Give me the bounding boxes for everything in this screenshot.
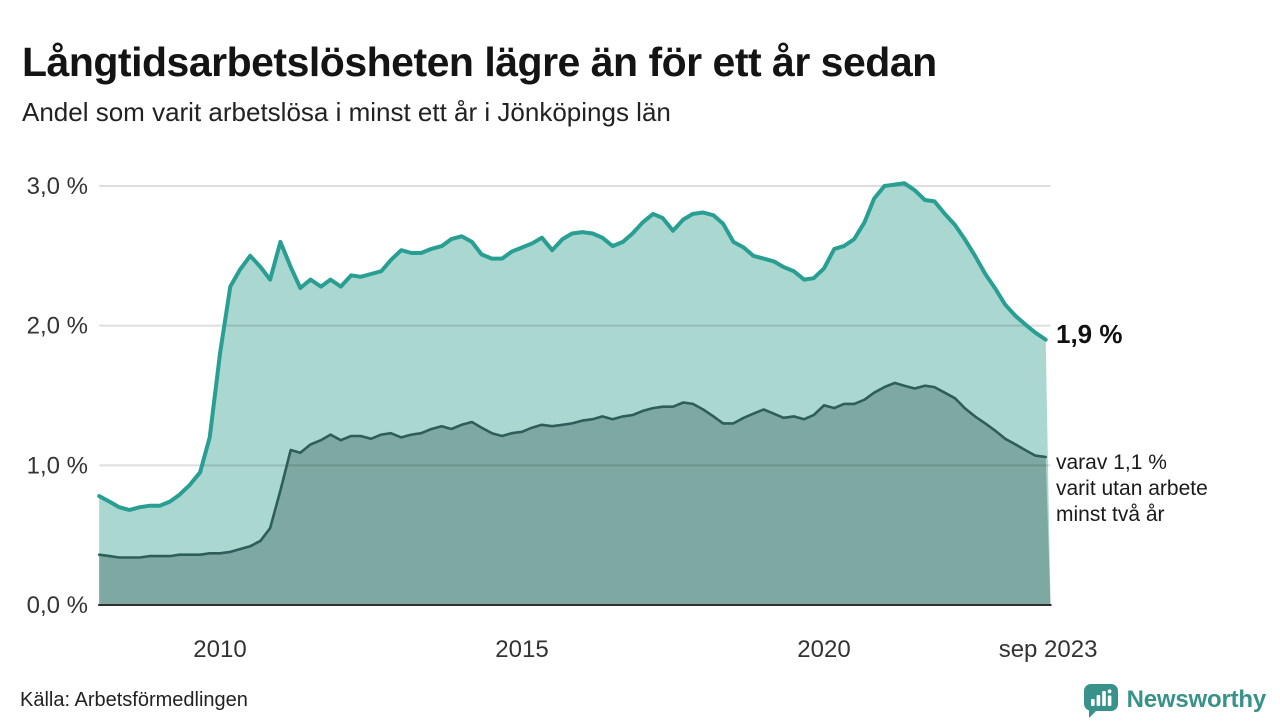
series1-end-value-label: 1,9 % — [1056, 319, 1123, 349]
y-axis-tick-label: 0,0 % — [27, 592, 88, 619]
y-axis-tick-label: 1,0 % — [27, 452, 88, 479]
speech-bubble-shape — [1083, 683, 1118, 718]
y-axis-tick-label: 2,0 % — [27, 313, 88, 340]
page-title: Långtidsarbetslösheten lägre än för ett … — [22, 39, 937, 86]
series2-annotation: varav 1,1 % varit utan arbete minst två … — [1056, 450, 1208, 528]
series2-annotation-line1: varav 1,1 % — [1056, 451, 1167, 474]
newsworthy-wordmark: Newsworthy — [1126, 686, 1267, 713]
source-credit: Källa: Arbetsförmedlingen — [20, 689, 248, 711]
x-axis-tick-label: 2020 — [797, 636, 850, 663]
series1-line — [97, 181, 1048, 512]
x-axis-tick-label: 2015 — [495, 636, 548, 663]
series2-annotation-line2: varit utan arbete — [1056, 477, 1208, 500]
series2-annotation-line3: minst två år — [1056, 503, 1165, 526]
newsworthy-brand: Newsworthy — [1083, 682, 1266, 718]
x-axis-tick-label: sep 2023 — [999, 636, 1098, 663]
y-axis-tick-label: 3,0 % — [27, 173, 88, 200]
series2-line — [97, 381, 1047, 559]
newsworthy-logo-icon — [1083, 683, 1119, 718]
x-axis-tick-label: 2010 — [193, 636, 246, 663]
chart-subtitle: Andel som varit arbetslösa i minst ett å… — [22, 97, 671, 127]
